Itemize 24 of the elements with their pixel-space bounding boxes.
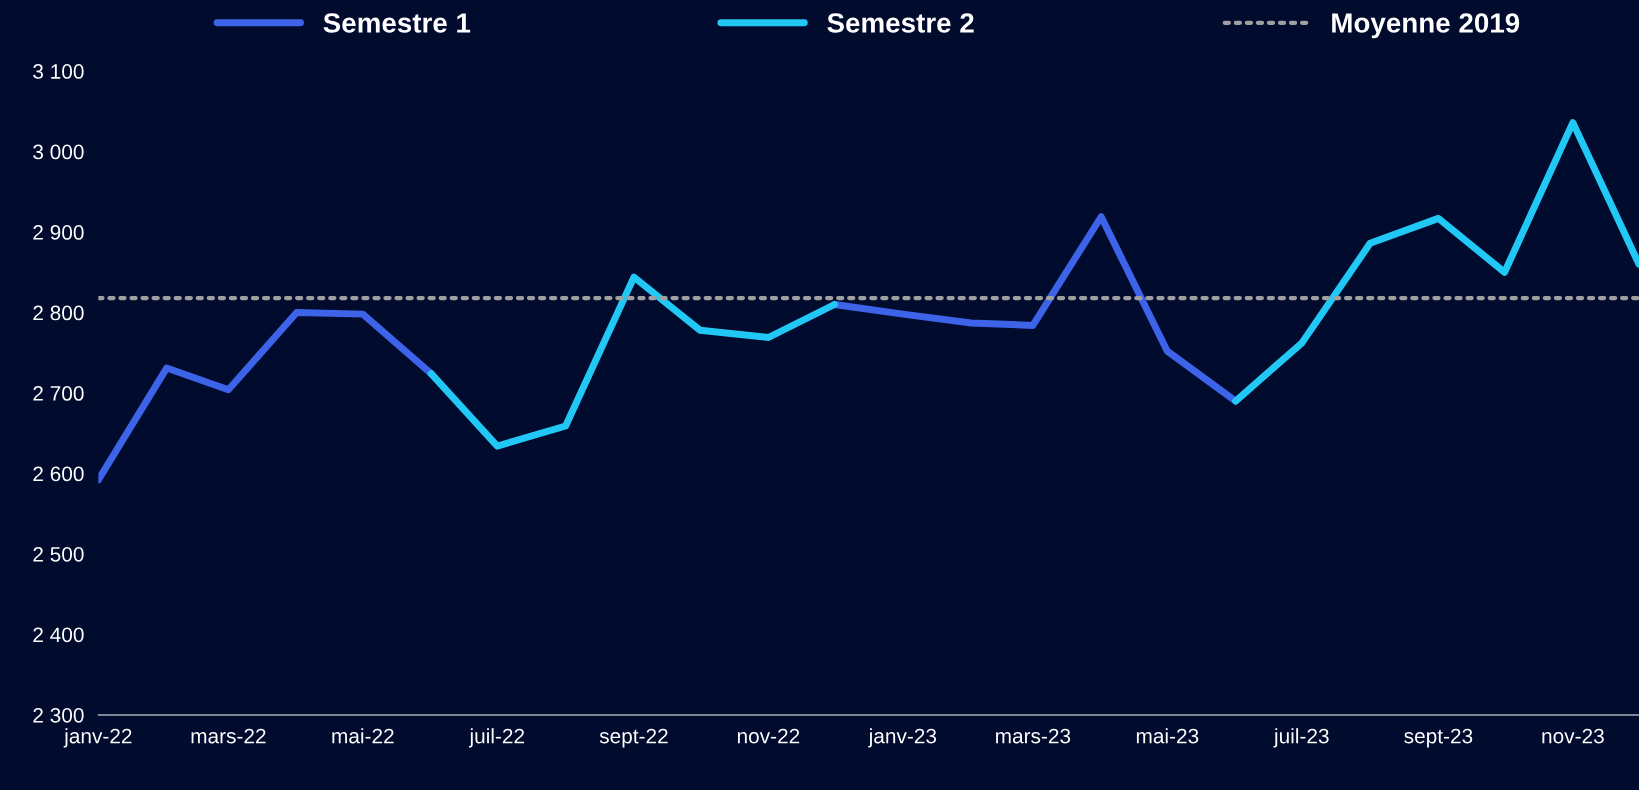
y-tick-label: 2 700	[33, 386, 84, 401]
x-tick-label: juil-22	[468, 728, 525, 748]
x-tick-label: nov-22	[737, 728, 800, 744]
x-tick-label: sept-23	[1404, 728, 1473, 748]
y-tick-label: 2 300	[33, 707, 84, 723]
x-tick-label: mai-22	[332, 728, 394, 744]
x-tick-label: mai-23	[1136, 728, 1199, 744]
y-tick-label: 2 900	[33, 225, 84, 240]
x-tick-label: janv-22	[63, 728, 132, 748]
y-tick-label: 2 600	[33, 466, 84, 482]
y-tick-label: 2 500	[33, 546, 84, 562]
legend-label: Moyenne 2019	[1332, 13, 1520, 39]
x-tick-label: mars-23	[996, 728, 1071, 744]
x-tick-label: juil-23	[1273, 728, 1329, 748]
legend-label: Semestre 2	[827, 13, 974, 33]
legend-label: Semestre 1	[323, 13, 471, 33]
x-tick-label: sept-22	[599, 728, 668, 748]
y-tick-label: 3 000	[33, 144, 84, 160]
y-tick-label: 2 800	[33, 305, 84, 321]
y-tick-label: 2 400	[33, 627, 84, 643]
x-tick-label: mars-22	[191, 728, 266, 744]
x-tick-label: janv-23	[868, 728, 937, 748]
y-tick-label: 3 100	[33, 64, 84, 79]
x-tick-label: nov-23	[1542, 728, 1604, 744]
